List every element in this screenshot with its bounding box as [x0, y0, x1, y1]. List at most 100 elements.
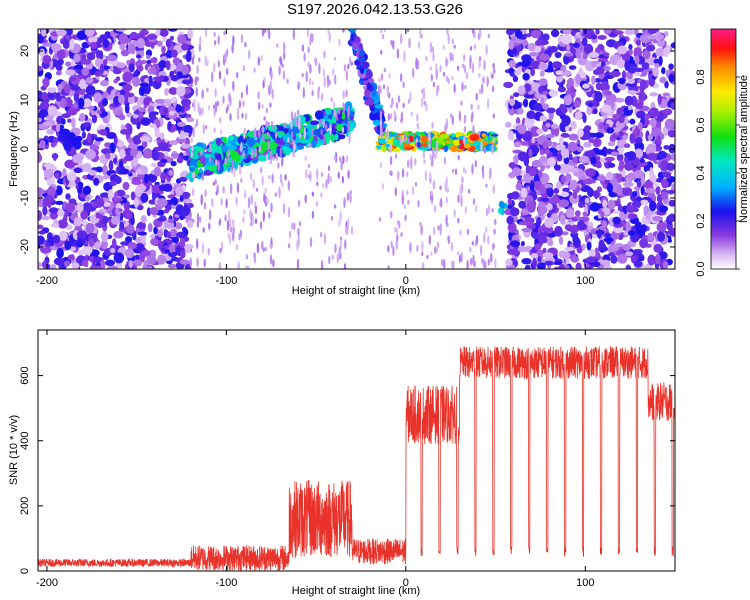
spectrogram-cell — [53, 257, 65, 266]
spectrogram-cell — [61, 118, 66, 125]
spectrogram-cell — [140, 117, 151, 126]
spectrogram-cell — [613, 30, 624, 35]
spectrogram-cell — [567, 77, 574, 88]
spectrogram-cell — [432, 51, 435, 62]
spectrogram-cell — [203, 201, 207, 210]
spectrogram-cell — [485, 226, 488, 234]
spectrogram-cell — [124, 155, 134, 162]
snr-panel: -200 -100 0 100 0 200 400 600 Height of straig… — [8, 329, 676, 597]
spectrogram-cell — [559, 103, 565, 111]
spectrogram-cell — [42, 205, 48, 216]
spectrogram-cell — [549, 196, 560, 205]
spectrogram-cell — [42, 55, 52, 64]
snr-series-line — [38, 346, 675, 571]
spectrogram-cell — [333, 56, 337, 61]
spectrogram-cell — [258, 145, 262, 153]
spectrogram-cell — [224, 51, 227, 63]
spectrogram-cell — [292, 29, 295, 40]
spectrogram-cell — [180, 191, 191, 199]
spectrogram-cell — [424, 169, 428, 182]
spectrogram-cell — [469, 46, 473, 51]
spectrogram-cell — [210, 143, 218, 148]
spectrogram-cell — [647, 152, 658, 161]
spectrogram-cell — [167, 263, 177, 269]
spectrogram-cell — [196, 238, 199, 250]
spectrogram-cell — [169, 243, 174, 254]
spectrogram-cell — [125, 85, 130, 97]
spectrogram-cell — [293, 143, 297, 151]
spectrogram-y-tick-label: 10 — [19, 94, 31, 106]
colorbar: 0.0 0.2 0.4 0.6 0.8 Normalized spectral ampl… — [695, 28, 750, 277]
spectrogram-cell — [69, 38, 75, 50]
spectrogram-cell — [236, 71, 239, 78]
spectrogram-cell — [451, 115, 454, 126]
spectrogram-cell — [485, 44, 488, 56]
spectrogram-cell — [497, 207, 503, 214]
spectrogram-cell — [439, 133, 449, 139]
spectrogram-cell — [76, 30, 88, 40]
spectrogram-cell — [87, 132, 92, 143]
spectrogram-cell — [534, 243, 542, 251]
spectrogram-cell — [231, 43, 234, 54]
spectrogram-cell — [290, 111, 294, 122]
spectrogram-cell — [219, 247, 222, 254]
spectrogram-cell — [578, 155, 590, 164]
spectrogram-cell — [345, 155, 349, 163]
spectrogram-cell — [640, 199, 649, 205]
spectrogram-cell — [542, 103, 549, 110]
spectrogram-cell — [546, 187, 554, 198]
spectrogram-cell — [538, 78, 548, 86]
spectrogram-cell — [451, 38, 454, 45]
spectrogram-cell — [478, 72, 481, 78]
spectrogram-cell — [561, 231, 569, 236]
spectrogram-cell — [354, 36, 361, 45]
spectrogram-cell — [389, 112, 393, 120]
spectrogram-cell — [578, 201, 585, 208]
spectrogram-cell — [562, 29, 572, 35]
spectrogram-cell — [89, 143, 100, 152]
spectrogram-cell — [521, 54, 532, 62]
spectrogram-cell — [44, 195, 55, 204]
spectrogram-cell — [58, 230, 68, 241]
spectrogram-cell — [241, 112, 244, 119]
spectrogram-cell — [93, 177, 100, 186]
spectrogram-cell — [304, 194, 307, 204]
spectrogram-cell — [633, 170, 645, 179]
spectrogram-cell — [120, 49, 130, 57]
spectrogram-cell — [55, 123, 61, 133]
spectrogram-cell — [211, 151, 216, 159]
spectrogram-cell — [240, 91, 244, 99]
spectrogram-cell — [243, 129, 246, 140]
spectrogram-cell — [625, 264, 631, 269]
snr-y-tick-label: 0 — [19, 568, 31, 574]
spectrogram-cell — [606, 171, 614, 181]
spectrogram-y-axis: -20 -10 0 10 20 — [19, 45, 675, 255]
spectrogram-cell — [39, 48, 45, 57]
spectrogram-cell — [586, 241, 592, 251]
spectrogram-cell — [520, 187, 528, 199]
spectrogram-cell — [595, 162, 602, 169]
spectrogram-cell — [428, 143, 431, 150]
spectrogram-cell — [407, 98, 411, 105]
spectrogram-cell — [102, 39, 110, 49]
spectrogram-cell — [311, 33, 314, 43]
spectrogram-cell — [149, 234, 156, 239]
spectrogram-cell — [47, 93, 55, 99]
spectrogram-cell — [73, 92, 80, 103]
spectrogram-cell — [402, 142, 410, 148]
spectrogram-cell — [73, 216, 83, 227]
spectrogram-cell — [265, 198, 269, 204]
spectrogram-cell — [603, 237, 614, 243]
spectrogram-cell — [254, 147, 257, 158]
spectrogram-cell — [471, 62, 475, 74]
spectrogram-cell — [603, 52, 610, 57]
spectrogram-cell — [507, 130, 515, 141]
spectrogram-cell — [156, 29, 161, 35]
spectrogram-cell — [299, 132, 302, 139]
spectrogram-cell — [364, 69, 373, 80]
spectrogram-cell — [485, 183, 488, 188]
spectrogram-cell — [483, 232, 486, 244]
spectrogram-cell — [124, 194, 130, 199]
spectrogram-cell — [354, 59, 360, 66]
spectrogram-cell — [81, 67, 89, 76]
